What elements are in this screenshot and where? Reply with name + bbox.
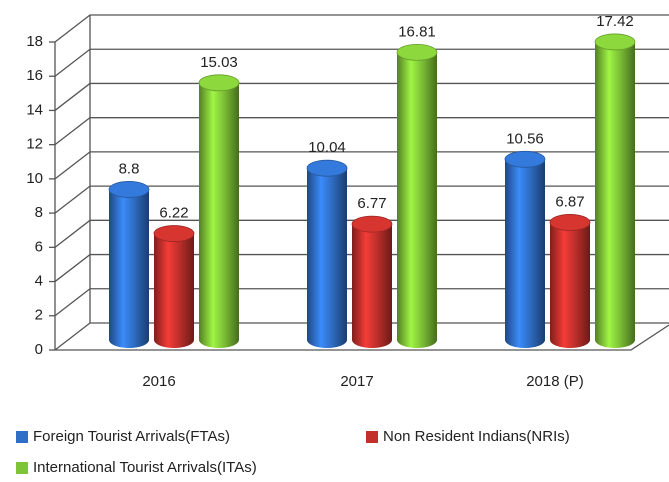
data-label: 17.42 <box>596 13 634 30</box>
bar-top <box>549 214 591 231</box>
bar <box>108 181 150 348</box>
grid-line <box>54 82 669 111</box>
bar <box>153 225 195 348</box>
bar-top <box>351 215 393 233</box>
y-tick-label: 8 <box>35 204 43 221</box>
bar-body <box>505 159 545 348</box>
y-tick-label: 16 <box>26 67 43 84</box>
y-tick-label: 18 <box>26 33 43 50</box>
bar-top <box>198 74 240 92</box>
bar-body <box>595 41 635 349</box>
floor-edge <box>55 324 669 351</box>
bar <box>549 214 591 348</box>
data-label: 6.87 <box>555 193 584 210</box>
y-tick-label: 14 <box>26 101 43 118</box>
bar-body <box>109 189 149 348</box>
x-tick-label: 2016 <box>142 373 175 390</box>
legend-label: International Tourist Arrivals(ITAs) <box>33 459 257 476</box>
data-label: 10.56 <box>506 130 544 147</box>
legend-swatch <box>16 431 28 443</box>
grid-line <box>54 151 669 180</box>
bar-top <box>306 159 348 177</box>
legend-label: Foreign Tourist Arrivals(FTAs) <box>33 428 230 445</box>
bar-body <box>352 224 392 348</box>
data-label: 6.77 <box>357 195 386 212</box>
grid-line <box>54 48 669 77</box>
grid-line <box>54 117 669 146</box>
y-tick-label: 12 <box>26 136 43 153</box>
bar <box>351 215 393 348</box>
bar-top <box>504 150 546 168</box>
data-label: 16.81 <box>398 23 436 40</box>
bar-body <box>397 52 437 349</box>
bar-body <box>199 82 239 348</box>
grid-line <box>54 14 669 43</box>
bar-top <box>396 43 438 61</box>
y-tick-label: 4 <box>35 273 43 290</box>
y-tick-label: 0 <box>35 341 43 358</box>
y-tick-label: 10 <box>26 170 43 187</box>
bar <box>504 150 546 348</box>
legend-swatch <box>366 431 378 443</box>
y-tick-label: 6 <box>35 238 43 255</box>
bar-body <box>550 222 590 348</box>
x-tick-label: 2018 (P) <box>526 373 584 390</box>
bar-body <box>307 168 347 348</box>
bar-body <box>154 233 194 348</box>
bar-top <box>153 225 195 242</box>
bar <box>594 33 636 349</box>
legend-label: Non Resident Indians(NRIs) <box>383 428 570 445</box>
bar-top <box>594 33 636 51</box>
bar <box>198 74 240 348</box>
data-label: 6.22 <box>159 205 188 222</box>
x-tick-label: 2017 <box>340 373 373 390</box>
data-label: 15.03 <box>200 54 238 71</box>
data-label: 10.04 <box>308 139 346 156</box>
bar <box>306 159 348 348</box>
y-tick-label: 2 <box>35 307 43 324</box>
data-label: 8.8 <box>119 160 140 177</box>
bar-top <box>108 181 150 198</box>
bar <box>396 43 438 349</box>
legend-swatch <box>16 462 28 474</box>
